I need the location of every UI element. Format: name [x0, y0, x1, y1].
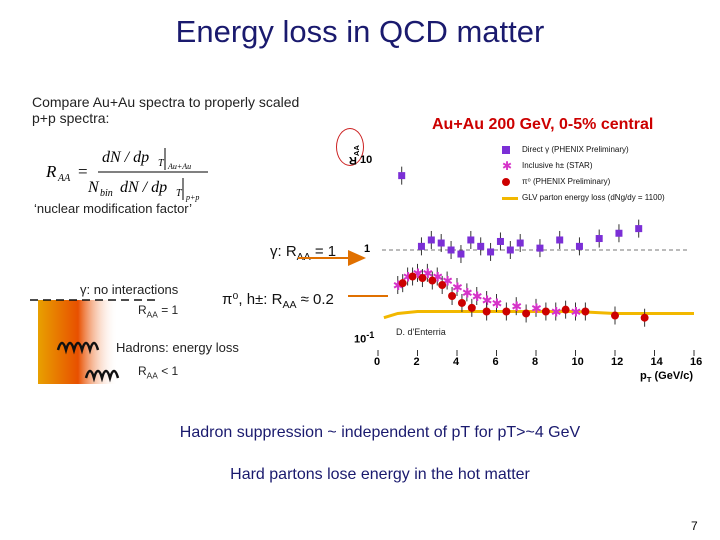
legend-pi0: π⁰ (PHENIX Preliminary) [498, 174, 684, 190]
inclusive-h-point: ✱ [482, 293, 493, 308]
direct-gamma-point [457, 250, 465, 258]
direct-gamma-point [398, 172, 406, 180]
pi0-point [438, 281, 447, 290]
direct-gamma-point [417, 242, 425, 250]
pi0-point [640, 313, 649, 322]
raa-eq-1-label: RAA = 1 [138, 303, 179, 320]
formula-numerator-tag: Au+Au [167, 162, 191, 171]
legend-glv: GLV parton energy loss (dNg/dy = 1100) [498, 190, 684, 206]
inclusive-h-point: ✱ [511, 299, 522, 314]
formula-denominator-tag: p+p [185, 193, 199, 202]
x-tick-label: 2 [413, 356, 420, 368]
y-tick-1: 1 [364, 243, 371, 255]
x-tick-label: 6 [492, 356, 499, 368]
direct-gamma-point [447, 246, 455, 254]
direct-gamma-point [427, 236, 435, 244]
direct-gamma-point [496, 237, 504, 245]
pi0-point [428, 276, 437, 285]
x-axis-label: pT (GeV/c) [640, 370, 694, 385]
inclusive-h-point: ✱ [492, 296, 503, 311]
pi0-point [581, 307, 590, 316]
no-interactions-label: γ: no interactions [80, 282, 179, 297]
pi0-point [561, 305, 570, 314]
pi0-point [398, 279, 407, 288]
direct-gamma-point [556, 236, 564, 244]
pi0-point [467, 303, 476, 312]
author-credit: D. d'Enterria [396, 327, 446, 337]
inclusive-h-point: ✱ [422, 266, 433, 281]
summary-suppression: Hadron suppression ~ independent of pT f… [179, 424, 581, 441]
direct-gamma-point [437, 239, 445, 247]
direct-gamma-point [516, 239, 524, 247]
direct-gamma-point [575, 242, 583, 250]
inclusive-h-point: ✱ [531, 301, 542, 316]
pi0-point [482, 307, 491, 316]
legend-direct-gamma: Direct γ (PHENIX Preliminary) [498, 142, 684, 158]
direct-gamma-point [506, 246, 514, 254]
formula-eq: = [78, 162, 88, 181]
direct-gamma-point [536, 244, 544, 252]
x-tick-label: 8 [532, 356, 539, 368]
intro-text: Compare Au+Au spectra to properly scaled… [32, 94, 300, 126]
pi0-point [408, 272, 417, 281]
pi0-point [611, 311, 619, 320]
x-tick-label: 12 [611, 356, 624, 368]
formula-numerator-sub: T [158, 158, 165, 169]
raa-chart: ✱✱✱✱✱✱✱✱✱✱✱ ✱ ✱ ✱ ✱ [377, 166, 695, 356]
y-axis-label: RAA [336, 128, 364, 166]
summary-energy-loss: Hard partons lose energy in the hot matt… [230, 466, 530, 483]
inclusive-h-point: ✱ [462, 285, 473, 300]
direct-gamma-point [487, 248, 495, 256]
chart-legend: Direct γ (PHENIX Preliminary) ✱ Inclusive… [498, 142, 684, 206]
x-tick-label: 14 [650, 356, 663, 368]
legend-inclusive-h: ✱ Inclusive h± (STAR) [502, 159, 593, 173]
formula-den-prefix: N [87, 179, 100, 196]
pi0-point [448, 292, 457, 301]
x-tick-label: 4 [453, 356, 460, 368]
pi0-point [502, 307, 511, 316]
medium-illustration [30, 250, 388, 384]
plot-title: Au+Au 200 GeV, 0-5% central [432, 116, 654, 133]
formula-den-prefix-sub: bin [100, 188, 113, 199]
direct-gamma-point [467, 236, 475, 244]
x-tick-label: 16 [690, 356, 703, 368]
page-number: 7 [691, 519, 698, 533]
formula-lhs-sub: AA [57, 173, 71, 184]
inclusive-h-point: ✱ [472, 289, 483, 304]
pi0-point [418, 274, 427, 283]
inclusive-h-point: ✱ [393, 278, 404, 293]
y-tick-10: 10 [360, 154, 373, 166]
formula-numerator: dN / dp [102, 149, 149, 166]
inclusive-h-point: ✱ [452, 280, 463, 295]
raa-formula: R AA = dN / dp T Au+Au N bin dN / dp T p… [45, 148, 208, 202]
x-tick-label: 0 [374, 356, 381, 368]
gluon-line-top [56, 341, 100, 355]
formula-lhs: R [45, 162, 57, 181]
formula-denominator: dN / dp [120, 179, 167, 196]
gluon-line-bottom [84, 369, 120, 383]
raa-lt-1-label: RAA < 1 [138, 364, 179, 381]
pi0-point [457, 298, 466, 307]
inclusive-h-point: ✱ [442, 274, 453, 289]
direct-gamma-point [595, 235, 603, 243]
inclusive-h-point: ✱ [432, 269, 443, 284]
direct-gamma-point [477, 242, 485, 250]
slide-title: Energy loss in QCD matter [175, 14, 545, 49]
formula-denominator-sub: T [176, 188, 183, 199]
inclusive-h-point: ✱ [413, 266, 424, 281]
pi0-point [522, 309, 531, 318]
inclusive-h-point: ✱ [403, 269, 414, 284]
direct-gamma-point [635, 225, 643, 233]
nuclear-mod-factor-label: ‘nuclear modification factor’ [34, 201, 192, 216]
direct-gamma-point [615, 229, 623, 237]
x-tick-label: 10 [571, 356, 584, 368]
inclusive-h-point: ✱ [551, 305, 562, 320]
hadrons-label: Hadrons: energy loss [116, 340, 239, 355]
inclusive-h-point: ✱ [571, 305, 582, 320]
pi-raa-label: π⁰, h±: RAA ≈ 0.2 [222, 291, 334, 311]
y-tick-0.1: 10-1 [354, 330, 375, 346]
pi0-point [541, 307, 550, 316]
